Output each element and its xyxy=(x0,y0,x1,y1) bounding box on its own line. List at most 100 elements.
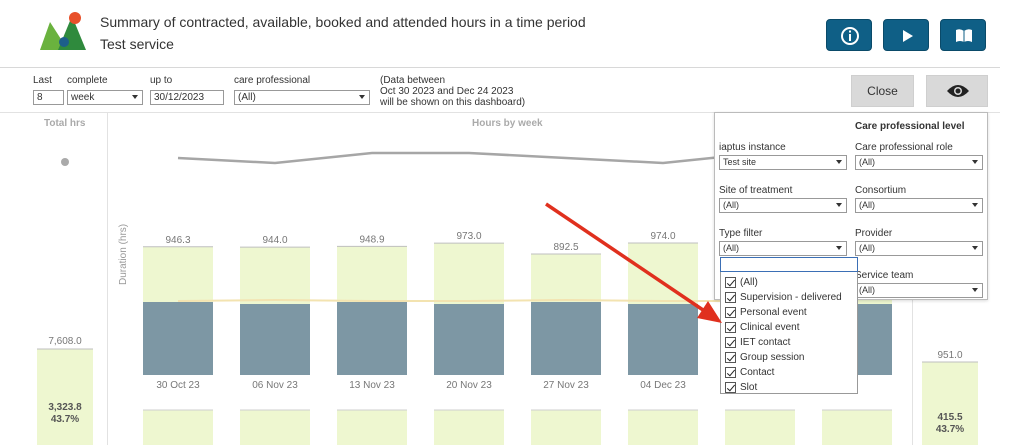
checkbox-checked-icon[interactable] xyxy=(725,352,736,363)
filter-divider xyxy=(0,112,1000,113)
available-bar xyxy=(143,246,213,302)
option-label: Group session xyxy=(740,352,805,363)
site-of-treatment-value: (All) xyxy=(723,200,739,210)
upto-label: up to xyxy=(150,75,173,86)
consortium-value: (All) xyxy=(859,200,875,210)
chevron-down-icon xyxy=(836,160,842,164)
service-team-label: Service team xyxy=(855,270,914,281)
site-of-treatment-select[interactable]: (All) xyxy=(719,198,847,213)
checkbox-checked-icon[interactable] xyxy=(725,277,736,288)
red-arrow-shaft xyxy=(545,202,707,314)
available-bar xyxy=(240,247,310,304)
consortium-label: Consortium xyxy=(855,185,907,196)
note-line: (Data between xyxy=(380,75,446,86)
provider-value: (All) xyxy=(859,243,875,253)
bar-value-label: 973.0 xyxy=(456,231,481,242)
bar-value-label: 892.5 xyxy=(553,242,578,253)
upto-date-input[interactable]: 30/12/2023 xyxy=(150,90,224,105)
x-tick-label: 20 Nov 23 xyxy=(446,380,492,391)
available-bar xyxy=(531,254,601,302)
period-select[interactable]: week xyxy=(67,90,143,105)
bar-value-label: 948.9 xyxy=(359,234,384,245)
service-team-value: (All) xyxy=(859,285,875,295)
available-bar xyxy=(434,243,504,304)
chevron-down-icon xyxy=(132,95,138,99)
total-top-label: 7,608.0 xyxy=(48,336,82,347)
bar-value-label: 946.3 xyxy=(165,235,190,246)
care-professional-role-value: (All) xyxy=(859,157,875,167)
close-button[interactable]: Close xyxy=(851,75,914,107)
available-bar xyxy=(628,243,698,304)
right-lower-pct-label: 43.7% xyxy=(936,424,964,435)
right-lower-label: 415.5 xyxy=(937,412,962,423)
lower-available-bar xyxy=(628,410,698,445)
period-select-value: week xyxy=(71,92,95,103)
care-professional-label: care professional xyxy=(234,75,311,86)
checkbox-checked-icon[interactable] xyxy=(725,382,736,393)
info-icon xyxy=(841,27,859,45)
play-icon xyxy=(903,30,913,42)
available-bar xyxy=(337,246,407,302)
complete-label: complete xyxy=(67,75,108,86)
site-of-treatment-label: Site of treatment xyxy=(719,185,793,196)
x-tick-label: 30 Oct 23 xyxy=(156,380,200,391)
right-top-label: 951.0 xyxy=(937,350,962,361)
type-filter-label: Type filter xyxy=(719,228,763,239)
chevron-down-icon xyxy=(972,246,978,250)
x-tick-label: 04 Dec 23 xyxy=(640,380,686,391)
type-filter-dropdown-list: (All) Supervision - delivered Personal e… xyxy=(720,257,858,394)
total-marker-dot xyxy=(61,158,69,166)
booked-bar xyxy=(628,304,698,375)
booked-bar xyxy=(143,302,213,375)
care-professional-value: (All) xyxy=(238,92,256,103)
option-label: Clinical event xyxy=(740,322,800,333)
option-label: (All) xyxy=(740,277,758,288)
date-range-note: (Data between Oct 30 2023 and Dec 24 202… xyxy=(380,75,525,108)
iaptus-instance-value: Test site xyxy=(723,157,757,167)
chevron-down-icon xyxy=(972,160,978,164)
toggle-view-button[interactable] xyxy=(926,75,988,107)
panel-separator xyxy=(107,113,108,445)
booked-bar xyxy=(337,302,407,375)
care-professional-level-header: Care professional level xyxy=(855,121,965,132)
checkbox-checked-icon[interactable] xyxy=(725,307,736,318)
info-button[interactable] xyxy=(826,19,872,51)
play-button[interactable] xyxy=(883,19,929,51)
care-professional-select[interactable]: (All) xyxy=(234,90,370,105)
type-filter-select[interactable]: (All) xyxy=(719,241,847,256)
care-professional-role-label: Care professional role xyxy=(855,142,953,153)
lower-available-bar xyxy=(531,410,601,445)
chevron-down-icon xyxy=(972,288,978,292)
booked-bar xyxy=(240,304,310,375)
y-axis-label: Duration (hrs) xyxy=(118,224,129,285)
chevron-down-icon xyxy=(359,95,365,99)
checkbox-checked-icon[interactable] xyxy=(725,292,736,303)
last-weeks-input[interactable]: 8 xyxy=(33,90,64,105)
care-professional-role-select[interactable]: (All) xyxy=(855,155,983,170)
checkbox-checked-icon[interactable] xyxy=(725,322,736,333)
type-filter-value: (All) xyxy=(723,243,739,253)
lower-available-bar xyxy=(143,410,213,445)
chevron-down-icon xyxy=(836,246,842,250)
consortium-select[interactable]: (All) xyxy=(855,198,983,213)
bar-value-label: 944.0 xyxy=(262,235,287,246)
total-hrs-title: Total hrs xyxy=(44,118,86,129)
trend-line xyxy=(177,151,761,165)
header-divider xyxy=(0,67,1000,68)
last-label: Last xyxy=(33,75,52,86)
checkbox-checked-icon[interactable] xyxy=(725,367,736,378)
total-available-bar xyxy=(37,349,93,445)
page-subtitle: Test service xyxy=(100,36,174,52)
app-logo xyxy=(40,12,86,50)
checkbox-checked-icon[interactable] xyxy=(725,337,736,348)
hours-by-week-title: Hours by week xyxy=(472,118,543,129)
chevron-down-icon xyxy=(836,203,842,207)
guide-button[interactable] xyxy=(940,19,986,51)
note-line: will be shown on this dashboard) xyxy=(380,97,526,108)
type-filter-search-input[interactable] xyxy=(720,257,858,272)
provider-select[interactable]: (All) xyxy=(855,241,983,256)
total-lower-label: 3,323.8 xyxy=(48,402,82,413)
iaptus-instance-select[interactable]: Test site xyxy=(719,155,847,170)
bar-value-label: 974.0 xyxy=(650,231,675,242)
